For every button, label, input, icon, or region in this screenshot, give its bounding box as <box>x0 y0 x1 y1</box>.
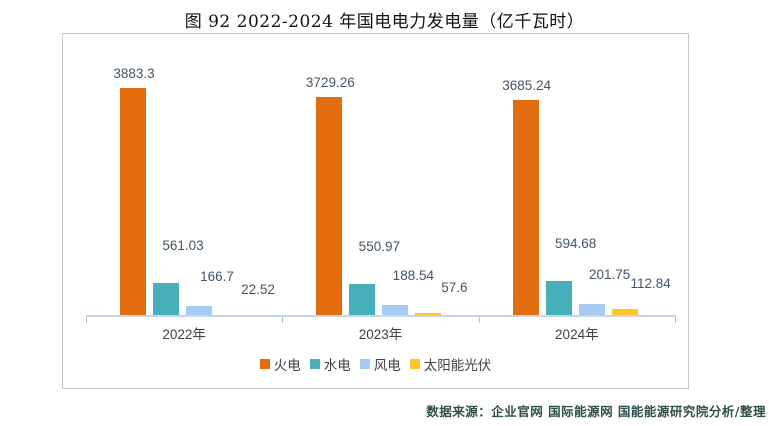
data-label-solar-2024: 112.84 <box>630 276 671 292</box>
bar-hydro-2022 <box>153 283 179 316</box>
bar-hydro-2023 <box>349 283 376 316</box>
data-label-hydro-2024: 594.68 <box>555 236 597 252</box>
bar-thermal-2022 <box>120 88 146 316</box>
bar-thermal-2023 <box>316 97 343 316</box>
bar-solar-2024 <box>611 309 638 316</box>
data-label-hydro-2022: 561.03 <box>162 238 204 254</box>
source-note: 数据来源：企业官网 国际能源网 国能能源研究院分析/整理 <box>426 404 766 419</box>
data-label-solar-2022: 22.52 <box>241 281 275 297</box>
legend-swatch-solar <box>409 359 420 369</box>
legend-swatch-thermal <box>259 359 270 369</box>
bar-solar-2023 <box>415 312 442 316</box>
bar-thermal-2024 <box>512 99 539 316</box>
legend-label-solar: 太阳能光伏 <box>423 358 492 373</box>
legend-label-thermal: 火电 <box>273 358 301 373</box>
legend-swatch-hydro <box>309 359 320 369</box>
legend-label-wind: 风电 <box>373 358 401 373</box>
x-axis-label-2024: 2024年 <box>555 327 599 342</box>
legend-item-solar: 太阳能光伏 <box>409 354 492 374</box>
x-axis-tick <box>675 317 676 323</box>
bar-wind-2024 <box>578 304 605 316</box>
x-axis-tick <box>282 317 284 323</box>
data-label-wind-2023: 188.54 <box>392 267 434 283</box>
chart-area: 3883.3 561.03 166.7 22.52 3729.26 550.97 188.5… <box>62 33 689 389</box>
chart-title: 图 92 2022-2024 年国电电力发电量（亿千瓦时） <box>184 12 585 32</box>
data-label-wind-2022: 166.7 <box>200 269 234 285</box>
x-axis-label-2022: 2022年 <box>162 327 206 342</box>
legend-label-hydro: 水电 <box>323 358 351 373</box>
data-label-hydro-2023: 550.97 <box>358 238 400 254</box>
legend-item-thermal: 火电 <box>259 354 301 374</box>
x-axis-tick <box>86 317 87 323</box>
chart-legend: 火电 水电 风电 太阳能光伏 <box>63 354 688 374</box>
x-axis-label-2023: 2023年 <box>358 327 403 342</box>
bar-wind-2022 <box>186 306 212 316</box>
legend-item-hydro: 水电 <box>309 354 351 374</box>
x-axis-tick <box>478 317 480 323</box>
data-label-thermal-2024: 3685.24 <box>502 77 552 93</box>
bar-hydro-2024 <box>545 281 572 316</box>
x-axis-line <box>86 315 676 317</box>
legend-swatch-wind <box>359 359 370 369</box>
data-label-solar-2023: 57.6 <box>441 279 468 295</box>
bar-wind-2023 <box>382 304 409 316</box>
data-label-wind-2024: 201.75 <box>589 267 631 283</box>
data-label-thermal-2023: 3729.26 <box>305 75 355 91</box>
data-label-thermal-2022: 3883.3 <box>113 66 155 81</box>
legend-item-wind: 风电 <box>359 354 401 374</box>
